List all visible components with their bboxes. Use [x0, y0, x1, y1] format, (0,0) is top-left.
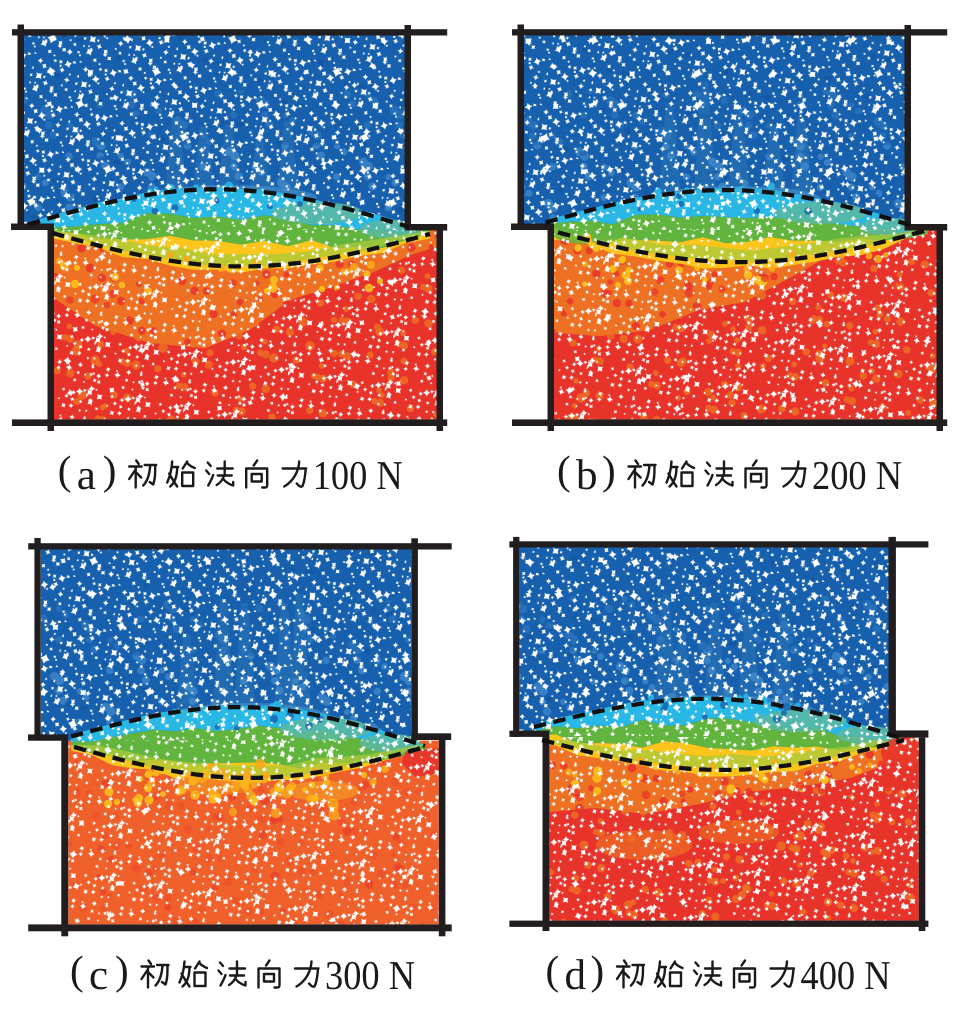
- svg-text:(: (: [70, 947, 84, 993]
- svg-text:(: (: [58, 447, 72, 493]
- svg-text:b: b: [576, 452, 598, 499]
- svg-text:100 N: 100 N: [313, 452, 403, 498]
- svg-text:): ): [591, 947, 605, 993]
- svg-text:(: (: [546, 947, 560, 993]
- svg-text:(: (: [557, 447, 571, 493]
- svg-text:200 N: 200 N: [812, 452, 902, 498]
- svg-text:c: c: [89, 952, 108, 999]
- svg-text:): ): [103, 447, 117, 493]
- svg-text:300 N: 300 N: [325, 952, 415, 998]
- svg-text:): ): [602, 447, 616, 493]
- svg-text:400 N: 400 N: [801, 952, 891, 998]
- svg-text:a: a: [77, 452, 96, 499]
- svg-text:): ): [115, 947, 129, 993]
- svg-text:d: d: [565, 952, 587, 999]
